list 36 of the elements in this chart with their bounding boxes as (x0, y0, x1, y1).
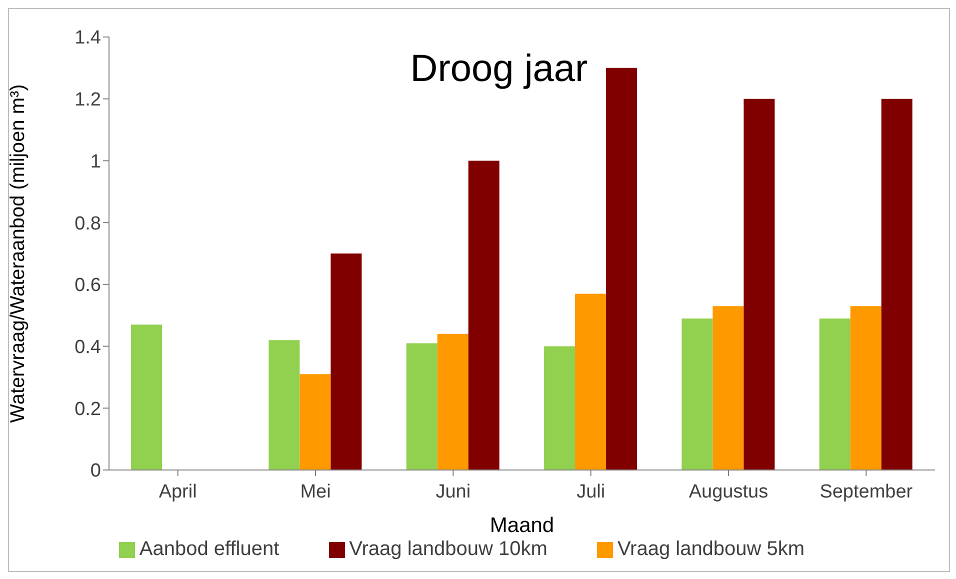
bar (468, 160, 500, 470)
bar (131, 324, 162, 470)
bar (544, 346, 576, 470)
bar (268, 340, 300, 470)
x-tick-label: September (820, 481, 914, 502)
bar (437, 334, 468, 470)
bar (330, 254, 362, 470)
x-tick-label: Mei (300, 481, 331, 502)
legend-label: Vraag landbouw 10km (349, 538, 548, 560)
y-tick-label: 0.4 (74, 337, 102, 358)
bar (881, 98, 912, 470)
x-axis-title: Maand (490, 514, 554, 537)
x-tick-label: Augustus (688, 481, 768, 502)
legend-label: Vraag landbouw 5km (617, 538, 805, 560)
y-tick-label: 0.2 (74, 398, 101, 420)
y-tick-label: 1 (90, 151, 101, 172)
bar (712, 306, 744, 470)
bar (406, 343, 438, 470)
y-tick-label: 0.6 (74, 275, 101, 296)
x-tick-label: Juli (576, 481, 606, 502)
bar (744, 98, 775, 470)
bar (819, 318, 850, 470)
y-tick-label: 1.2 (74, 90, 101, 111)
bar (575, 294, 606, 470)
y-tick-label: 1.4 (74, 28, 102, 49)
legend-label: Aanbod effluent (139, 538, 280, 560)
y-axis-title: Watervraag/Wateraanbod (miljoen m³) (7, 84, 30, 423)
bar (850, 306, 882, 470)
y-tick-label: 0.8 (74, 213, 101, 234)
bar (300, 374, 331, 470)
chart-title: Droog jaar (410, 48, 588, 90)
y-tick-label: 0 (90, 460, 101, 482)
bar (682, 318, 713, 470)
x-tick-label: April (158, 481, 197, 502)
bar (606, 68, 638, 470)
x-tick-label: Juni (436, 481, 471, 502)
